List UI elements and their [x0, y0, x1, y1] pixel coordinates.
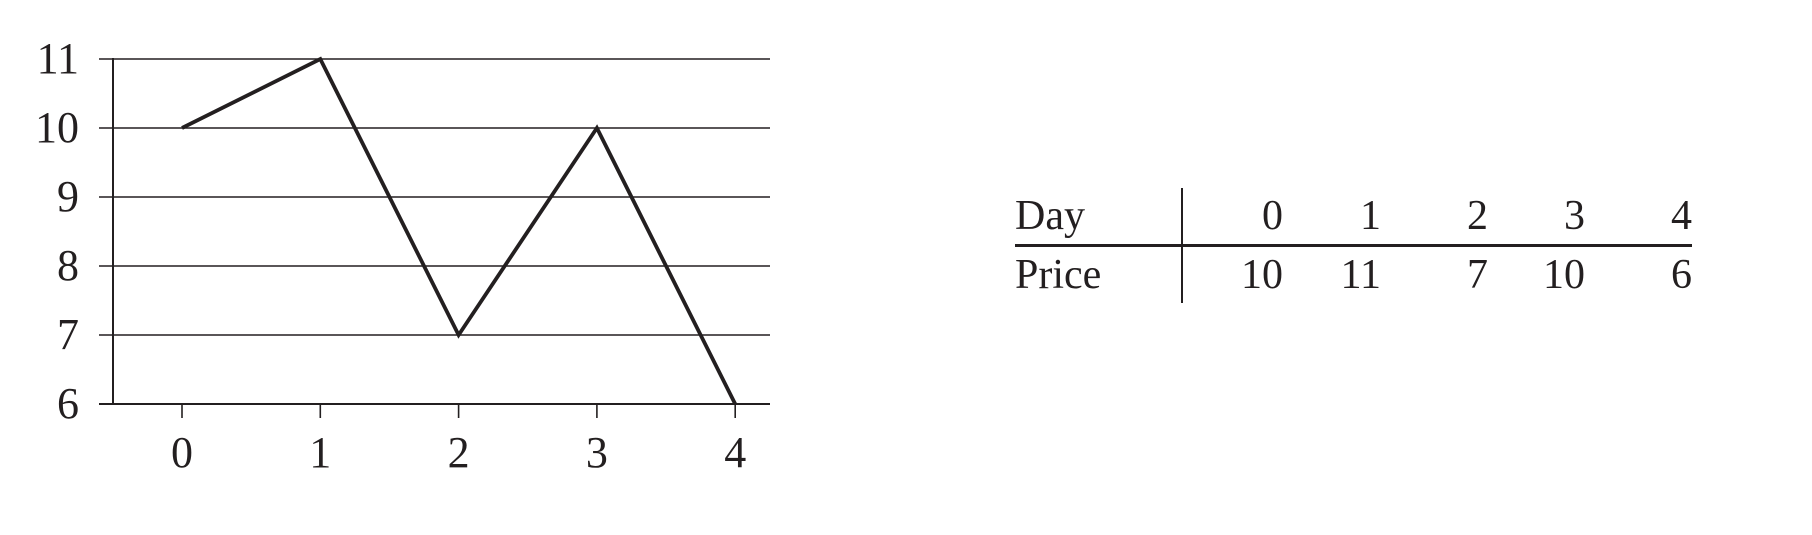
grid-lines [99, 58, 770, 336]
ticks: 6 7 8 9 10 11 0 1 2 3 4 [35, 34, 746, 477]
price-cell: 6 [1671, 252, 1692, 298]
x-tick-label: 3 [586, 428, 608, 477]
y-tick-label: 9 [57, 172, 79, 221]
price-table: Day 0 1 2 3 4 Price 10 11 7 10 6 [1015, 188, 1692, 303]
x-tick-label: 4 [724, 428, 746, 477]
price-line [181, 56, 737, 405]
y-tick-label: 11 [37, 34, 79, 83]
day-cell: 2 [1381, 188, 1488, 247]
x-tick-label: 0 [171, 428, 193, 477]
y-tick-label: 6 [57, 379, 79, 428]
day-cell: 3 [1488, 188, 1585, 247]
line-chart: 6 7 8 9 10 11 0 1 2 3 4 [35, 34, 770, 477]
day-cell: 1 [1283, 188, 1381, 247]
price-cell: 10 [1241, 252, 1283, 298]
day-cell: 4 [1585, 188, 1692, 247]
price-cell: 10 [1543, 252, 1585, 298]
y-tick-label: 8 [57, 241, 79, 290]
price-cell: 7 [1467, 252, 1488, 298]
price-cell: 11 [1340, 252, 1381, 298]
day-row: Day 0 1 2 3 4 [1015, 188, 1692, 247]
axes [99, 58, 770, 405]
series [181, 56, 737, 405]
price-row: Price 10 11 7 10 6 [1015, 245, 1692, 303]
day-cell: 0 [1182, 188, 1283, 247]
y-tick-label: 10 [35, 103, 79, 152]
day-label: Day [1015, 188, 1183, 247]
x-tick-label: 2 [448, 428, 470, 477]
x-tick-label: 1 [309, 428, 331, 477]
y-tick-label: 7 [57, 310, 79, 359]
price-label: Price [1015, 245, 1183, 303]
